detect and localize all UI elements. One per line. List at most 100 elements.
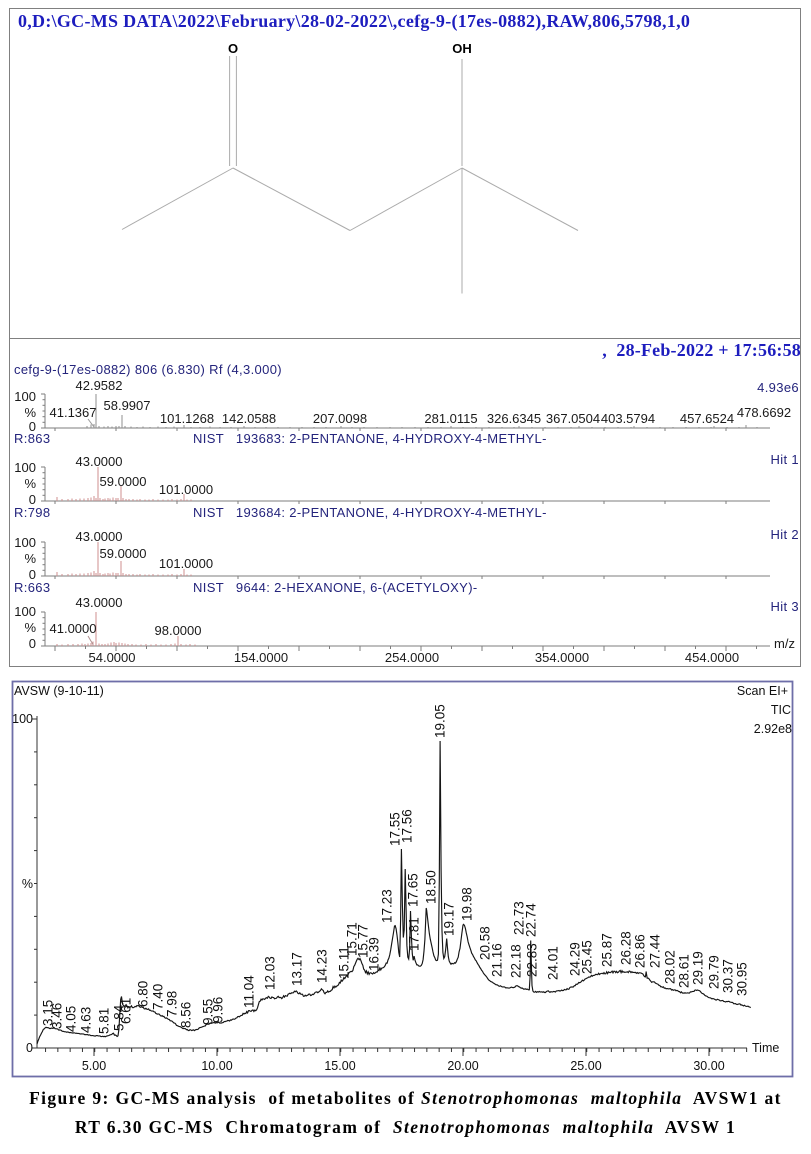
svg-text:19.17: 19.17 xyxy=(442,902,457,936)
svg-text:%: % xyxy=(22,877,33,891)
svg-text:29.19: 29.19 xyxy=(691,951,706,985)
svg-text:457.6524: 457.6524 xyxy=(680,411,734,426)
svg-text:5.00: 5.00 xyxy=(82,1059,106,1073)
svg-text:Hit 1: Hit 1 xyxy=(771,452,799,467)
svg-text:25.00: 25.00 xyxy=(570,1059,601,1073)
svg-text:19.98: 19.98 xyxy=(460,887,475,921)
svg-text:10.00: 10.00 xyxy=(201,1059,232,1073)
svg-text:R:863: R:863 xyxy=(14,431,50,446)
svg-text:9.96: 9.96 xyxy=(211,997,226,1023)
svg-text:26.28: 26.28 xyxy=(619,931,634,965)
svg-text:100: 100 xyxy=(14,389,36,404)
svg-text:6.61: 6.61 xyxy=(119,998,134,1024)
svg-text:12.03: 12.03 xyxy=(263,956,278,990)
svg-text:142.0588: 142.0588 xyxy=(222,411,276,426)
svg-text:17.55: 17.55 xyxy=(388,812,403,846)
svg-text:17.65: 17.65 xyxy=(406,873,421,907)
svg-text:101.0000: 101.0000 xyxy=(159,482,213,497)
svg-text:24.01: 24.01 xyxy=(546,946,561,980)
svg-text:28.61: 28.61 xyxy=(677,954,692,988)
svg-text:15.77: 15.77 xyxy=(356,924,371,958)
svg-text:NIST 9644: 2-HEXANONE, 6-(AC: NIST 9644: 2-HEXANONE, 6-(ACETYLOXY)- xyxy=(193,580,478,595)
svg-text:3.15: 3.15 xyxy=(41,1000,56,1026)
svg-text:30.00: 30.00 xyxy=(693,1059,724,1073)
svg-text:30.37: 30.37 xyxy=(721,959,736,993)
svg-text:6.80: 6.80 xyxy=(136,981,151,1007)
svg-text:19.05: 19.05 xyxy=(433,704,448,738)
svg-text:58.9907: 58.9907 xyxy=(104,398,151,413)
svg-text:26.86: 26.86 xyxy=(633,934,648,968)
svg-text:4.63: 4.63 xyxy=(79,1007,94,1033)
svg-text:41.1367: 41.1367 xyxy=(50,405,97,420)
svg-text:41.0000: 41.0000 xyxy=(50,621,97,636)
svg-text:%: % xyxy=(24,476,36,491)
svg-text:14.23: 14.23 xyxy=(315,949,330,983)
svg-text:OH: OH xyxy=(452,41,472,56)
svg-text:7.40: 7.40 xyxy=(151,984,166,1010)
svg-text:%: % xyxy=(24,551,36,566)
svg-text:%: % xyxy=(24,620,36,635)
svg-text:m/z: m/z xyxy=(774,636,795,651)
svg-text:25.45: 25.45 xyxy=(580,940,595,974)
svg-text:5.81: 5.81 xyxy=(97,1008,112,1034)
svg-text:NIST 193683: 2-PENTANONE, 4-: NIST 193683: 2-PENTANONE, 4-HYDROXY-4-ME… xyxy=(193,431,547,446)
svg-text:59.0000: 59.0000 xyxy=(100,546,147,561)
svg-text:7.98: 7.98 xyxy=(165,991,180,1017)
svg-text:20.58: 20.58 xyxy=(478,926,493,960)
svg-text:100: 100 xyxy=(14,460,36,475)
svg-text:101.1268: 101.1268 xyxy=(160,411,214,426)
svg-text:403.5794: 403.5794 xyxy=(601,411,655,426)
svg-text:Hit 3: Hit 3 xyxy=(771,599,799,614)
svg-text:0: 0 xyxy=(29,492,36,507)
svg-text:326.6345: 326.6345 xyxy=(487,411,541,426)
svg-text:0: 0 xyxy=(29,419,36,434)
svg-text:5.84: 5.84 xyxy=(112,1004,127,1031)
svg-text:9.55: 9.55 xyxy=(201,999,216,1025)
svg-text:Time: Time xyxy=(752,1041,779,1055)
svg-text:17.81: 17.81 xyxy=(407,917,422,951)
svg-text:11.04: 11.04 xyxy=(242,975,257,1008)
svg-text:2.92e8: 2.92e8 xyxy=(754,722,792,736)
svg-text:30.95: 30.95 xyxy=(735,962,750,996)
svg-text:0: 0 xyxy=(29,567,36,582)
svg-text:22.73: 22.73 xyxy=(512,901,527,935)
svg-text:24.29: 24.29 xyxy=(568,942,583,976)
svg-text:42.9582: 42.9582 xyxy=(76,378,123,393)
svg-text:15.00: 15.00 xyxy=(324,1059,355,1073)
svg-text:100: 100 xyxy=(12,712,33,726)
svg-text:TIC: TIC xyxy=(771,703,791,717)
svg-text:18.50: 18.50 xyxy=(424,870,439,904)
svg-text:17.23: 17.23 xyxy=(380,889,395,923)
svg-text:27.44: 27.44 xyxy=(648,934,663,968)
svg-text:21.16: 21.16 xyxy=(490,943,505,977)
svg-text:154.0000: 154.0000 xyxy=(234,650,288,665)
svg-text:4.05: 4.05 xyxy=(64,1006,79,1032)
svg-text:15.71: 15.71 xyxy=(345,922,360,956)
svg-text:354.0000: 354.0000 xyxy=(535,650,589,665)
svg-text:R:663: R:663 xyxy=(14,580,50,595)
svg-text:3.46: 3.46 xyxy=(50,1003,65,1029)
svg-text:100: 100 xyxy=(14,604,36,619)
svg-text:367.0504: 367.0504 xyxy=(546,411,600,426)
svg-text:16.39: 16.39 xyxy=(367,937,382,971)
svg-text:22.83: 22.83 xyxy=(525,943,540,977)
svg-text:R:798: R:798 xyxy=(14,505,50,520)
svg-text:4.93e6: 4.93e6 xyxy=(757,380,799,395)
svg-text:22.18: 22.18 xyxy=(509,944,524,978)
svg-text:59.0000: 59.0000 xyxy=(100,474,147,489)
svg-text:O: O xyxy=(228,41,238,56)
svg-text:28.02: 28.02 xyxy=(663,950,678,984)
svg-text:cefg-9-(17es-0882) 806 (6.830): cefg-9-(17es-0882) 806 (6.830) Rf (4,3.0… xyxy=(14,362,282,377)
svg-text:454.0000: 454.0000 xyxy=(685,650,739,665)
svg-text:43.0000: 43.0000 xyxy=(76,454,123,469)
svg-text:207.0098: 207.0098 xyxy=(313,411,367,426)
svg-text:Hit 2: Hit 2 xyxy=(771,527,799,542)
svg-text:AVSW (9-10-11): AVSW (9-10-11) xyxy=(14,684,104,698)
svg-text:29.79: 29.79 xyxy=(707,955,722,989)
svg-text:13.17: 13.17 xyxy=(290,952,305,986)
svg-text:25.87: 25.87 xyxy=(600,933,615,967)
svg-text:8.56: 8.56 xyxy=(179,1002,194,1028)
svg-text:43.0000: 43.0000 xyxy=(76,595,123,610)
svg-text:43.0000: 43.0000 xyxy=(76,529,123,544)
svg-text:15.11: 15.11 xyxy=(337,946,352,979)
